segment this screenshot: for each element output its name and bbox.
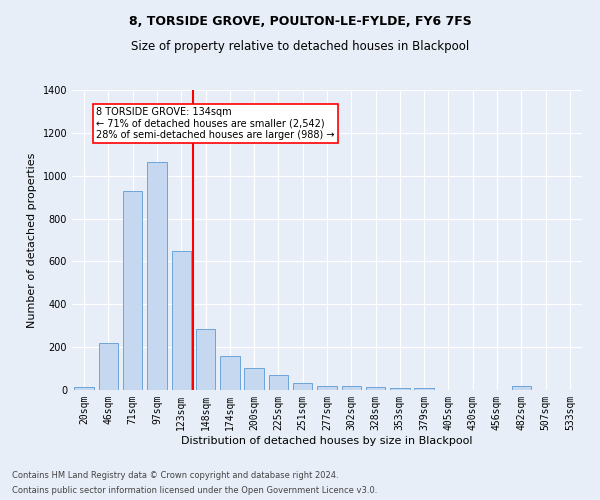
Text: Contains HM Land Registry data © Crown copyright and database right 2024.: Contains HM Land Registry data © Crown c… bbox=[12, 471, 338, 480]
Text: 8, TORSIDE GROVE, POULTON-LE-FYLDE, FY6 7FS: 8, TORSIDE GROVE, POULTON-LE-FYLDE, FY6 … bbox=[128, 15, 472, 28]
Text: 8 TORSIDE GROVE: 134sqm
← 71% of detached houses are smaller (2,542)
28% of semi: 8 TORSIDE GROVE: 134sqm ← 71% of detache… bbox=[96, 107, 335, 140]
Bar bbox=[512, 386, 531, 390]
Bar bbox=[390, 388, 410, 390]
Bar bbox=[172, 250, 191, 390]
Text: Contains public sector information licensed under the Open Government Licence v3: Contains public sector information licen… bbox=[12, 486, 377, 495]
Bar bbox=[123, 190, 142, 390]
Bar bbox=[99, 343, 118, 390]
Bar bbox=[269, 376, 288, 390]
Bar bbox=[74, 387, 94, 390]
Bar bbox=[293, 382, 313, 390]
Bar bbox=[147, 162, 167, 390]
Bar bbox=[366, 387, 385, 390]
X-axis label: Distribution of detached houses by size in Blackpool: Distribution of detached houses by size … bbox=[181, 436, 473, 446]
Bar bbox=[415, 388, 434, 390]
Bar bbox=[244, 368, 264, 390]
Y-axis label: Number of detached properties: Number of detached properties bbox=[27, 152, 37, 328]
Text: Size of property relative to detached houses in Blackpool: Size of property relative to detached ho… bbox=[131, 40, 469, 53]
Bar bbox=[220, 356, 239, 390]
Bar bbox=[196, 329, 215, 390]
Bar bbox=[317, 386, 337, 390]
Bar bbox=[341, 386, 361, 390]
